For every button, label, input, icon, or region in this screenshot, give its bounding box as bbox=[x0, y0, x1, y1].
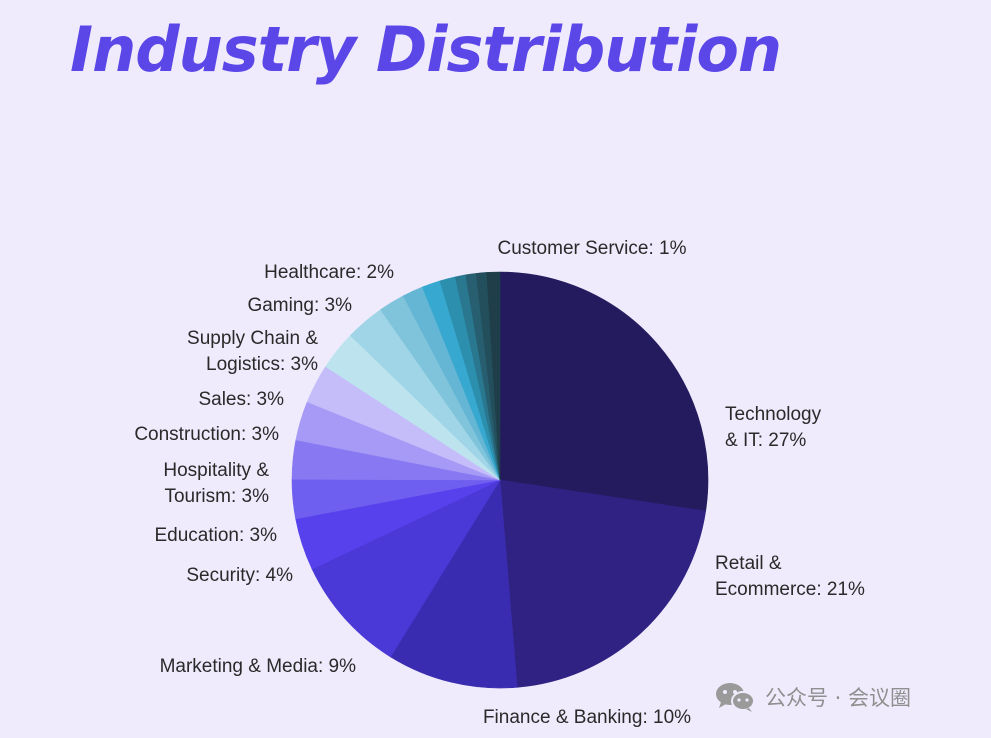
slice-label-security: Security: 4% bbox=[186, 565, 293, 586]
slice-label-line: Ecommerce: 21% bbox=[715, 579, 865, 600]
pie-slices bbox=[291, 271, 709, 689]
pie-slice-marketing-media bbox=[311, 479, 501, 658]
slice-label-customer-service: Customer Service: 1% bbox=[497, 238, 686, 259]
watermark: 公众号 · 会议圈 bbox=[713, 680, 911, 714]
pie-slice-finance-banking bbox=[390, 479, 518, 689]
slice-label-line: Customer Service: 1% bbox=[497, 238, 686, 259]
slice-label-healthcare: Healthcare: 2% bbox=[264, 262, 394, 283]
slice-label-marketing-media: Marketing & Media: 9% bbox=[160, 656, 357, 677]
pie-labels: Technology & IT: 27% Retail & Ecommerce: 21… bbox=[134, 238, 865, 728]
slice-label-line: Tourism: 3% bbox=[164, 486, 269, 507]
slice-label-line: Supply Chain & bbox=[187, 328, 318, 349]
slice-label-sales: Sales: 3% bbox=[198, 389, 284, 410]
pie-slice-customer-service bbox=[486, 271, 501, 481]
slice-label-education: Education: 3% bbox=[154, 525, 277, 546]
slice-label-line: Sales: 3% bbox=[198, 389, 284, 410]
slice-label-line: Hospitality & bbox=[163, 460, 269, 481]
slice-label-line: Retail & bbox=[715, 553, 782, 574]
slice-label-line: Healthcare: 2% bbox=[264, 262, 394, 283]
pie-slice-technology-it bbox=[499, 271, 709, 512]
slice-label-gaming: Gaming: 3% bbox=[247, 295, 352, 316]
slice-label-supply-chain-logistics: Supply Chain & Logistics: 3% bbox=[187, 328, 318, 375]
slice-label-hospitality-tourism: Hospitality & Tourism: 3% bbox=[163, 460, 269, 507]
slice-label-line: Logistics: 3% bbox=[206, 354, 318, 375]
slice-label-line: & IT: 27% bbox=[725, 430, 806, 451]
slice-label-line: Marketing & Media: 9% bbox=[160, 656, 357, 677]
slice-label-finance-banking: Finance & Banking: 10% bbox=[483, 707, 691, 728]
watermark-text: 公众号 · 会议圈 bbox=[765, 686, 912, 710]
slice-label-line: Gaming: 3% bbox=[247, 295, 352, 316]
page-title: Industry Distribution bbox=[70, 13, 782, 86]
slice-label-line: Finance & Banking: 10% bbox=[483, 707, 691, 728]
slice-label-construction: Construction: 3% bbox=[134, 424, 279, 445]
slice-label-line: Education: 3% bbox=[154, 525, 277, 546]
slice-label-retail-ecommerce: Retail & Ecommerce: 21% bbox=[715, 553, 865, 600]
slice-label-line: Construction: 3% bbox=[134, 424, 279, 445]
wechat-icon bbox=[713, 680, 757, 714]
slice-label-line: Technology bbox=[725, 404, 822, 425]
slice-label-line: Security: 4% bbox=[186, 565, 293, 586]
slice-label-technology-it: Technology & IT: 27% bbox=[725, 404, 822, 451]
pie-slice-retail-ecommerce bbox=[499, 479, 707, 688]
